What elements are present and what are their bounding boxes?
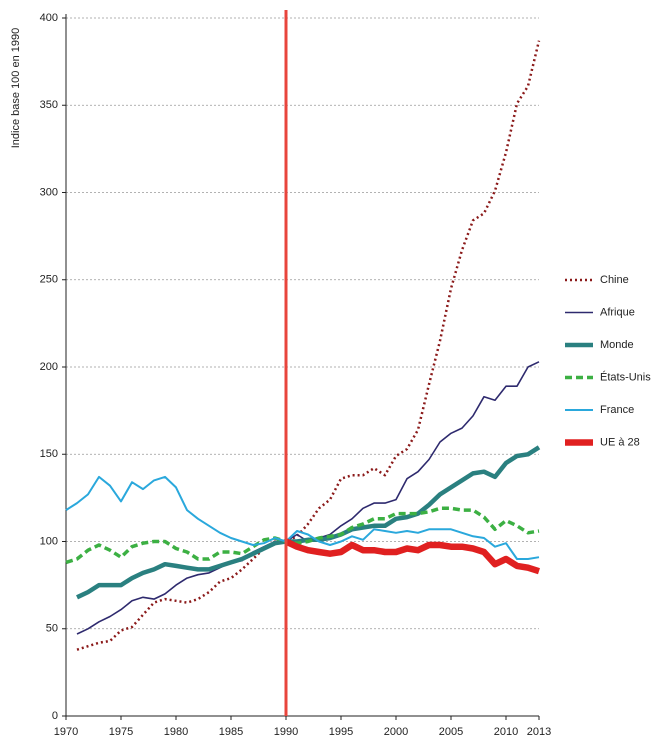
y-tick-label: 300 bbox=[40, 186, 58, 198]
x-tick-label: 1985 bbox=[219, 726, 243, 738]
series-line bbox=[65, 475, 540, 560]
y-tick-label: 0 bbox=[52, 710, 58, 722]
series-line bbox=[65, 506, 540, 565]
x-tick-label: 1980 bbox=[164, 726, 188, 738]
y-tick-label: 250 bbox=[40, 274, 58, 286]
legend-label: UE à 28 bbox=[600, 436, 640, 448]
y-tick-label: 50 bbox=[46, 623, 58, 635]
legend-label: Chine bbox=[600, 274, 629, 286]
series-line bbox=[76, 361, 540, 635]
y-tick-label: 350 bbox=[40, 99, 58, 111]
legend-label: Monde bbox=[600, 339, 634, 351]
x-tick-label: 2000 bbox=[384, 726, 408, 738]
x-tick-label: 1995 bbox=[329, 726, 353, 738]
x-tick-label: 2005 bbox=[439, 726, 463, 738]
legend-label: Afrique bbox=[600, 306, 635, 318]
legend-label: États-Unis bbox=[600, 370, 651, 383]
x-tick-label: 1990 bbox=[274, 726, 298, 738]
y-tick-label: 100 bbox=[40, 535, 58, 547]
legend-label: France bbox=[600, 404, 634, 416]
series-line bbox=[76, 40, 541, 651]
x-tick-label: 2010 bbox=[494, 726, 518, 738]
y-tick-label: 150 bbox=[40, 448, 58, 460]
x-tick-label: 1970 bbox=[54, 726, 78, 738]
y-tick-label: 200 bbox=[40, 361, 58, 373]
series-line bbox=[76, 445, 541, 600]
y-axis-title: Indice base 100 en 1990 bbox=[10, 28, 22, 149]
series-line bbox=[284, 538, 540, 575]
x-tick-label: 2013 bbox=[527, 726, 551, 738]
x-tick-label: 1975 bbox=[109, 726, 133, 738]
y-tick-label: 400 bbox=[40, 12, 58, 24]
